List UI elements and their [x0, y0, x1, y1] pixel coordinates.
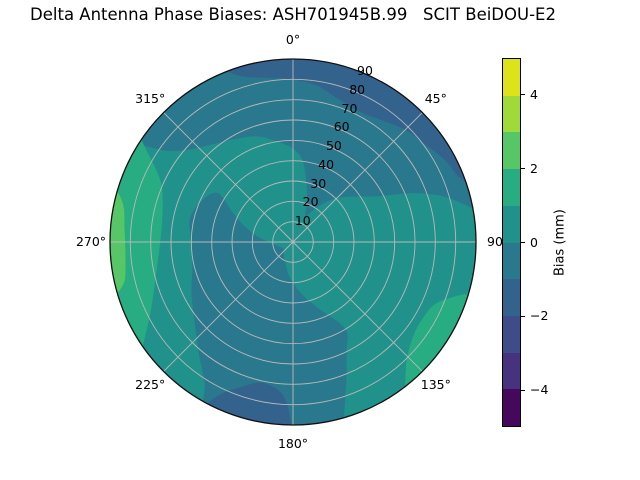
contour-region-green-bright-west-sliver: [110, 182, 126, 299]
chart-title: Delta Antenna Phase Biases: ASH701945B.9…: [30, 5, 556, 24]
colorbar-tick-mark: [521, 389, 525, 391]
colorbar-tick-label: −2: [530, 308, 549, 324]
colorbar-tick-mark: [521, 168, 525, 170]
colorbar-tick-label: 4: [530, 86, 538, 102]
colorbar-tick-label: 2: [530, 160, 538, 176]
colorbar-band--3--2: [503, 315, 520, 353]
contour-region-steel-southwest-south: [189, 192, 348, 425]
colorbar-band-3-4: [503, 95, 520, 133]
colorbar-band--1-0: [503, 242, 520, 280]
colorbar-ticks: 4 2 0 −2 −4: [521, 58, 581, 427]
colorbar-tick-mark: [521, 94, 525, 96]
colorbar-tick-label: −4: [530, 381, 549, 397]
polar-outline: [109, 58, 477, 426]
colorbar: [502, 58, 521, 427]
colorbar-band--5--4: [503, 389, 520, 427]
polar-grid: [110, 59, 476, 425]
colorbar-tick-mark: [521, 315, 525, 317]
colorbar-band--4--3: [503, 352, 520, 390]
colorbar-band-1-2: [503, 169, 520, 206]
colorbar-band-0-1: [503, 205, 520, 243]
colorbar-band--2--1: [503, 279, 520, 316]
colorbar-axis-label: Bias (mm): [552, 209, 568, 276]
colorbar-tick-label: 0: [530, 234, 538, 250]
colorbar-band-4-5: [503, 59, 520, 96]
colorbar-tick-mark: [521, 241, 525, 244]
colorbar-band-2-3: [503, 132, 520, 170]
